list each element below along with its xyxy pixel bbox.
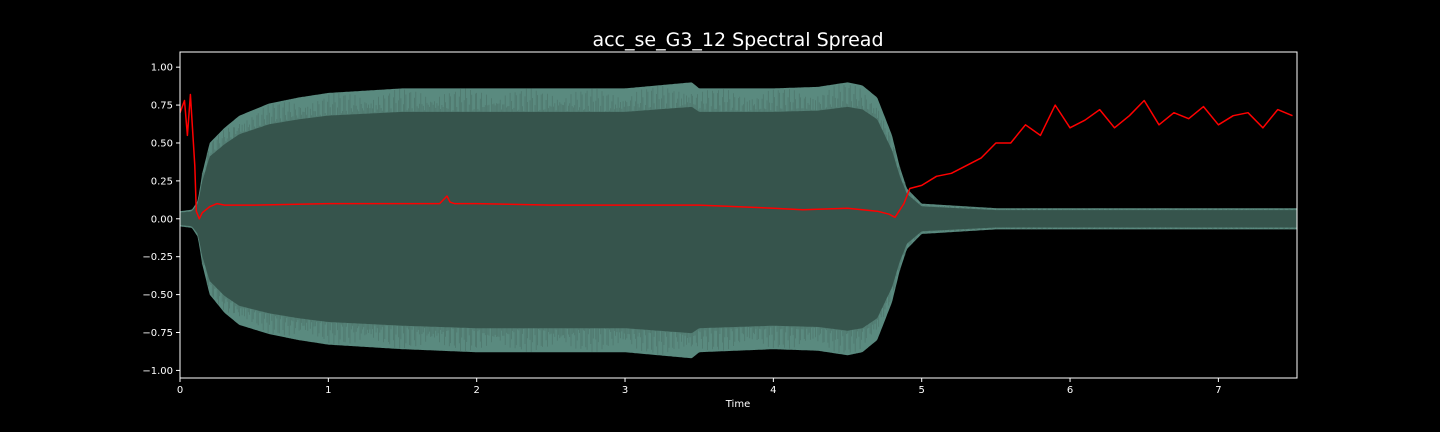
waveform-layer (180, 82, 1297, 359)
x-tick-label: 2 (473, 385, 479, 396)
series-line-0 (180, 93, 1293, 220)
y-tick-label: 0.75 (151, 101, 173, 112)
x-tick-label: 3 (622, 385, 628, 396)
y-tick-label: −0.25 (142, 252, 173, 263)
y-tick-label: 0.00 (151, 214, 173, 225)
x-axis-ticks: 0 1 2 3 4 5 6 7 (177, 378, 1222, 396)
y-tick-label: 0.50 (151, 138, 173, 149)
y-tick-label: 0.25 (151, 176, 173, 187)
x-tick-label: 4 (770, 385, 776, 396)
y-axis-ticks: 1.00 0.75 0.50 0.25 0.00 −0.25 −0.50 −0.75 −1.00 (142, 63, 180, 377)
axes-frame (179, 51, 1298, 379)
y-tick-label: 1.00 (151, 63, 173, 74)
y-tick-label: −1.00 (142, 366, 173, 377)
x-tick-label: 1 (325, 385, 331, 396)
waveform-body (180, 106, 1297, 334)
x-tick-label: 0 (177, 385, 183, 396)
x-tick-label: 7 (1215, 385, 1221, 396)
y-tick-label: −0.50 (142, 290, 173, 301)
plot-area (179, 51, 1298, 379)
x-tick-label: 5 (919, 385, 925, 396)
series-layer (180, 93, 1293, 220)
chart-title: acc_se_G3_12 Spectral Spread (592, 29, 883, 51)
x-axis-label: Time (725, 399, 750, 410)
x-tick-label: 6 (1067, 385, 1073, 396)
y-tick-label: −0.75 (142, 328, 173, 339)
